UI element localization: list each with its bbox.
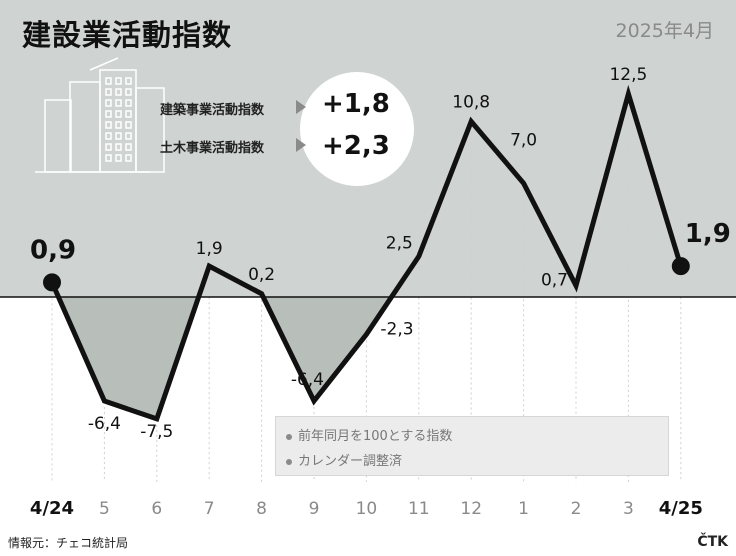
building-index-value: +1,8 <box>322 89 390 119</box>
series-line <box>49 84 684 423</box>
data-label: -7,5 <box>140 422 173 442</box>
endpoint-marker <box>43 273 61 292</box>
legend-text: カレンダー調整済 <box>298 454 403 469</box>
bullet-icon <box>286 458 292 465</box>
civil-index-label: 土木事業活動指数 <box>160 141 265 156</box>
x-tick-label: 4/24 <box>30 498 74 519</box>
index-badge <box>300 72 414 186</box>
x-tick-label: 9 <box>309 499 320 519</box>
x-tick-label: 11 <box>408 499 430 519</box>
x-tick-label: 1 <box>518 499 529 519</box>
data-label: -6,4 <box>88 414 121 434</box>
building-illustration <box>35 57 165 173</box>
data-marks: 0,9 -6,4 -7,5 1,9 0,2 -6,4 -2,3 2,5 10,8 7,0 0,7 12… <box>30 65 731 442</box>
legend-box: 前年同月を100とする指数 カレンダー調整済 <box>275 416 669 476</box>
data-label: 10,8 <box>452 93 490 113</box>
civil-index-value: +2,3 <box>322 131 390 161</box>
arrow-right-icon <box>296 100 306 114</box>
x-tick-label: 8 <box>256 499 267 519</box>
x-tick-label: 10 <box>356 499 378 519</box>
data-label: 1,9 <box>685 219 731 249</box>
x-tick-label: 12 <box>460 499 482 519</box>
data-label: -6,4 <box>291 370 324 390</box>
endpoint-marker <box>671 257 690 276</box>
legend-text: 前年同月を100とする指数 <box>298 429 453 444</box>
report-date: 2025年4月 <box>615 20 714 42</box>
data-label: 7,0 <box>510 130 537 150</box>
page-title: 建設業活動指数 <box>22 18 233 52</box>
x-tick-label: 7 <box>204 499 215 519</box>
x-tick-label: 4/25 <box>659 498 703 519</box>
negative-area-fill <box>52 297 681 419</box>
bullet-icon <box>286 433 292 440</box>
data-label: 0,9 <box>30 235 76 265</box>
data-label: 0,7 <box>541 271 568 291</box>
agency-logo: ČTK <box>697 534 728 550</box>
data-label: -2,3 <box>380 319 413 339</box>
data-label: 2,5 <box>386 233 413 253</box>
data-label: 0,2 <box>248 265 275 285</box>
x-tick-label: 2 <box>571 499 582 519</box>
legend-item: 前年同月を100とする指数 <box>286 425 452 444</box>
data-label: 12,5 <box>609 65 647 85</box>
source-note: 情報元：チェコ統計局 <box>8 536 129 550</box>
arrow-right-icon <box>296 138 306 152</box>
x-tick-labels: 4/24 5 6 7 8 9 10 11 12 1 2 3 4/25 <box>30 498 703 519</box>
x-tick-label: 3 <box>623 499 634 519</box>
data-label: 1,9 <box>196 239 223 259</box>
legend-item: カレンダー調整済 <box>286 450 402 469</box>
x-tick-label: 5 <box>99 499 110 519</box>
x-tick-label: 6 <box>151 499 162 519</box>
building-index-label: 建築事業活動指数 <box>160 103 265 118</box>
